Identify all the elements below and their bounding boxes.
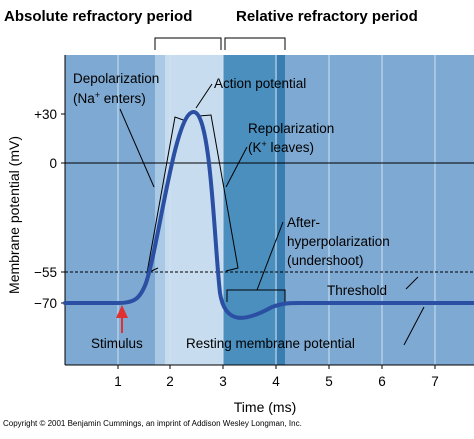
repolarization-label-sub: (K+ leaves) — [248, 139, 314, 155]
after-hyperpolarization-label-2: hyperpolarization — [287, 234, 390, 249]
x-axis-title: Time (ms) — [234, 399, 296, 415]
absolute-refractory-band-edge — [155, 55, 165, 365]
depolarization-label-sub: (Na+ enters) — [73, 90, 146, 106]
y-tick-marks — [61, 113, 65, 304]
y-tick-label: +30 — [34, 107, 57, 122]
threshold-label: Threshold — [327, 283, 387, 298]
relative-refractory-title: Relative refractory period — [236, 8, 418, 25]
action-potential-curve — [63, 110, 474, 320]
x-tick-label: 3 — [219, 374, 227, 389]
action-potential-label: Action potential — [214, 76, 306, 91]
x-tick-label: 4 — [272, 374, 280, 389]
threshold-leader — [405, 276, 419, 290]
relative-refractory-band-edge — [277, 55, 285, 365]
depolarization-leader — [119, 108, 155, 188]
after-hyperpolarization-bracket — [226, 289, 286, 302]
y-tick-label: −55 — [34, 265, 57, 280]
after-hyperpolarization-leader — [256, 221, 284, 291]
x-tick-label: 7 — [431, 374, 439, 389]
x-tick-label: 6 — [378, 374, 386, 389]
x-tick-label: 5 — [325, 374, 333, 389]
y-axis-title: Membrane potential (mV) — [6, 136, 22, 294]
x-tick-label: 2 — [166, 374, 174, 389]
x-tick-label: 1 — [114, 374, 122, 389]
copyright-notice: Copyright © 2001 Benjamin Cummings, an i… — [3, 419, 302, 428]
depolarization-bracket — [146, 116, 187, 274]
absolute-refractory-title: Absolute refractory period — [4, 8, 192, 25]
stimulus-arrow-head — [116, 305, 128, 318]
resting-potential-label: Resting membrane potential — [186, 336, 355, 351]
resting-leader — [403, 306, 425, 346]
relative-refractory-bracket — [224, 37, 286, 50]
action-potential-leader — [195, 83, 213, 109]
y-tick-label: 0 — [49, 156, 57, 171]
repolarization-leader — [225, 146, 248, 188]
x-tick-marks — [117, 365, 436, 369]
absolute-refractory-bracket — [154, 37, 222, 50]
stimulus-label: Stimulus — [91, 336, 143, 351]
after-hyperpolarization-label-3: (undershoot) — [287, 253, 364, 268]
vertical-gridlines — [117, 55, 436, 365]
repolarization-bracket — [198, 114, 239, 272]
after-hyperpolarization-label-1: After- — [287, 215, 320, 230]
depolarization-label: Depolarization — [73, 71, 159, 86]
y-tick-label: −70 — [34, 296, 57, 311]
repolarization-label: Repolarization — [248, 121, 334, 136]
